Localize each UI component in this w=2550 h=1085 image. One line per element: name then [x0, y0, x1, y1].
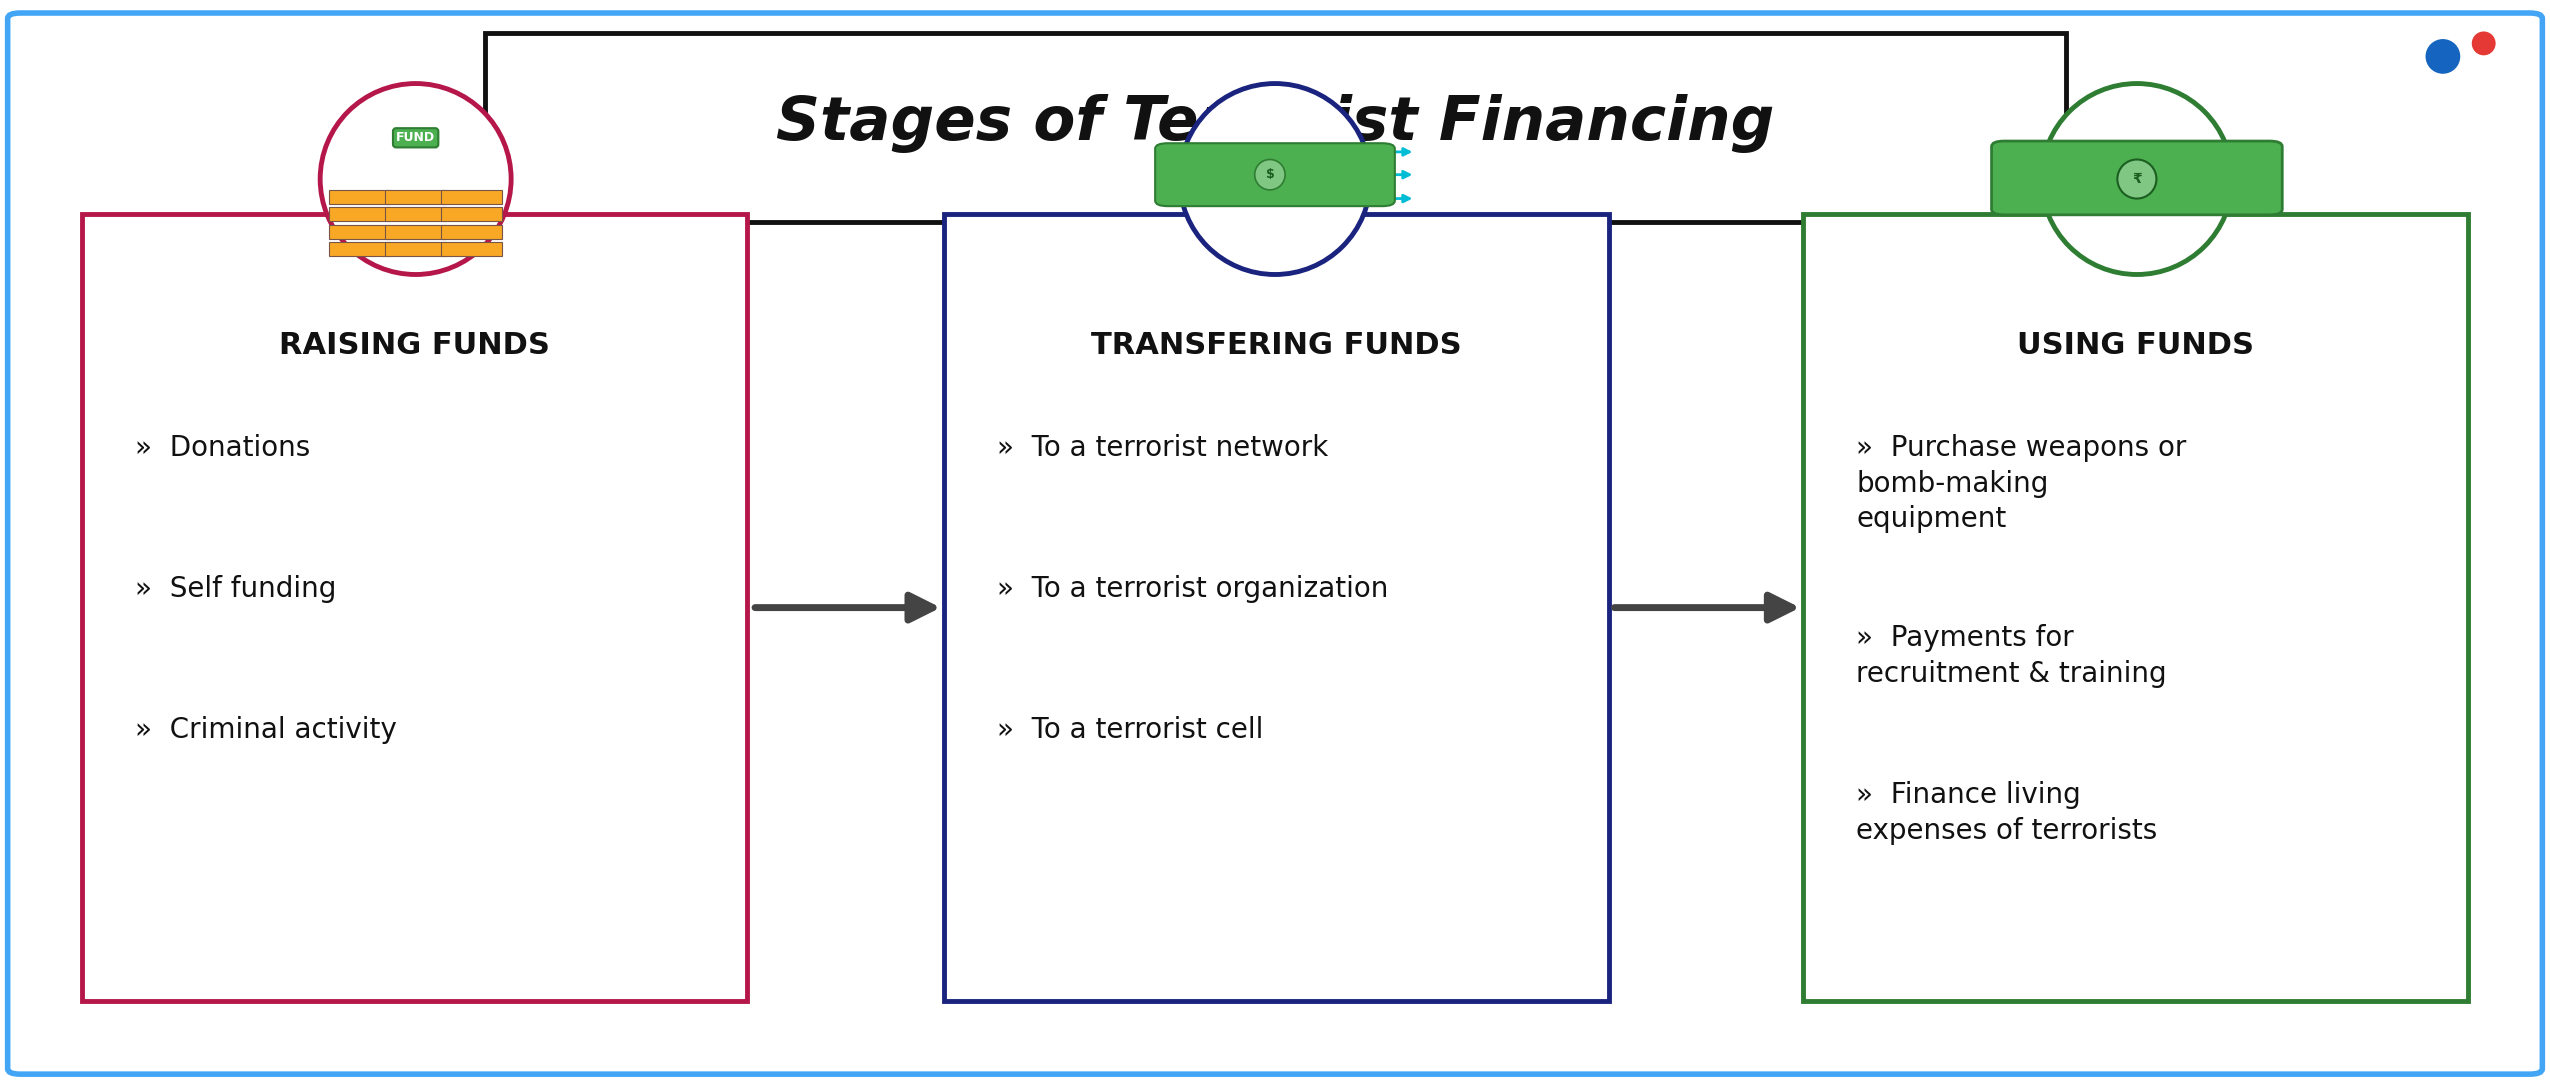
Ellipse shape [321, 84, 510, 275]
Ellipse shape [2043, 84, 2231, 275]
Text: »  To a terrorist organization: » To a terrorist organization [997, 575, 1387, 603]
Bar [385, 207, 446, 221]
Text: »  Criminal activity: » Criminal activity [135, 716, 398, 744]
Text: $: $ [1265, 168, 1275, 181]
Ellipse shape [1255, 159, 1285, 190]
Text: »  Purchase weapons or
bomb-making
equipment: » Purchase weapons or bomb-making equipm… [1856, 434, 2188, 534]
Text: »  Finance living
expenses of terrorists: » Finance living expenses of terrorists [1856, 781, 2157, 845]
Text: »  Donations: » Donations [135, 434, 311, 462]
Text: ₹: ₹ [2132, 173, 2142, 186]
Text: USING FUNDS: USING FUNDS [2017, 331, 2254, 360]
Bar [329, 242, 390, 256]
Text: TRANSFERING FUNDS: TRANSFERING FUNDS [1091, 331, 1461, 360]
Text: FUND: FUND [395, 131, 436, 144]
Text: »  To a terrorist cell: » To a terrorist cell [997, 716, 1262, 744]
Bar [329, 225, 390, 239]
Bar [441, 190, 502, 204]
Text: »  To a terrorist network: » To a terrorist network [997, 434, 1329, 462]
Ellipse shape [1181, 84, 1369, 275]
Bar [441, 207, 502, 221]
Text: »  Payments for
recruitment & training: » Payments for recruitment & training [1856, 624, 2168, 688]
Bar [329, 207, 390, 221]
Ellipse shape [2116, 159, 2157, 199]
FancyBboxPatch shape [1992, 141, 2282, 215]
Bar [385, 242, 446, 256]
FancyBboxPatch shape [484, 33, 2066, 222]
Ellipse shape [2425, 39, 2461, 74]
FancyBboxPatch shape [1803, 214, 2468, 1001]
FancyBboxPatch shape [1155, 143, 1395, 206]
Bar [329, 190, 390, 204]
FancyBboxPatch shape [82, 214, 747, 1001]
Bar [385, 225, 446, 239]
Text: Stages of Terrorist Financing: Stages of Terrorist Financing [775, 94, 1775, 153]
Text: RAISING FUNDS: RAISING FUNDS [278, 331, 551, 360]
Ellipse shape [2471, 31, 2496, 55]
Bar [441, 242, 502, 256]
Bar [441, 225, 502, 239]
Text: »  Self funding: » Self funding [135, 575, 337, 603]
FancyBboxPatch shape [944, 214, 1609, 1001]
Bar [385, 190, 446, 204]
